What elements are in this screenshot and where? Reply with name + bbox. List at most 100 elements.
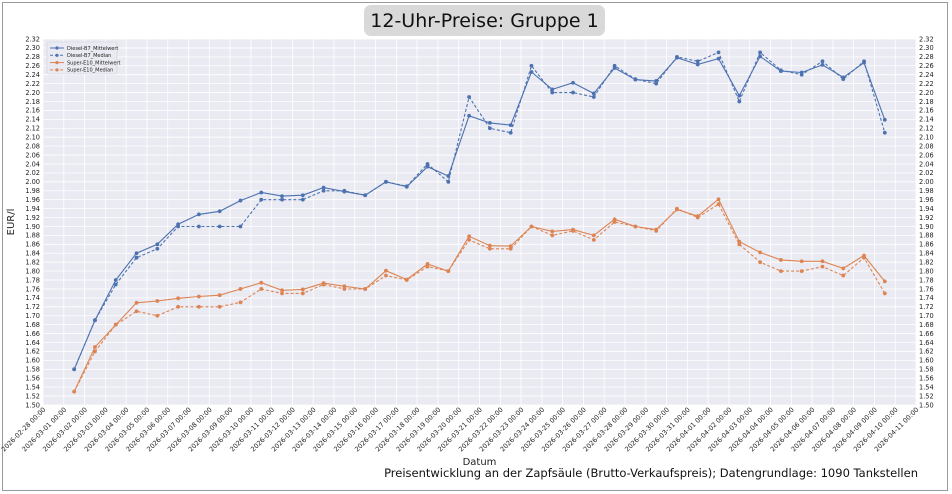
data-point bbox=[654, 229, 659, 233]
y-tick-label-right: 1.56 bbox=[919, 375, 934, 383]
data-point bbox=[799, 269, 804, 273]
data-point bbox=[633, 224, 638, 229]
data-point bbox=[217, 304, 222, 309]
data-point bbox=[612, 220, 617, 224]
y-tick-label-left: 1.58 bbox=[25, 366, 40, 374]
data-point bbox=[737, 242, 742, 247]
data-point bbox=[363, 287, 368, 291]
data-point bbox=[342, 284, 347, 289]
data-point bbox=[571, 90, 575, 95]
y-tick-label-right: 2.08 bbox=[919, 142, 934, 150]
data-point bbox=[737, 93, 742, 98]
y-tick-label-left: 2.06 bbox=[25, 151, 40, 159]
data-point bbox=[134, 255, 139, 260]
y-tick-label-right: 2.22 bbox=[919, 80, 934, 88]
y-tick-label-right: 2.02 bbox=[919, 169, 934, 177]
data-point bbox=[259, 190, 264, 195]
y-tick-label-right: 1.80 bbox=[919, 267, 934, 275]
data-point bbox=[259, 287, 264, 291]
data-point bbox=[758, 260, 763, 265]
data-point bbox=[280, 194, 284, 199]
data-point bbox=[384, 268, 388, 273]
data-point bbox=[508, 246, 513, 251]
data-point bbox=[737, 99, 742, 104]
y-tick-label-right: 2.20 bbox=[919, 89, 934, 97]
data-point bbox=[155, 299, 160, 303]
series-lines bbox=[72, 50, 887, 394]
series-line bbox=[73, 203, 886, 392]
legend-box bbox=[46, 41, 118, 75]
data-point bbox=[841, 77, 846, 82]
y-tick-label-left: 1.84 bbox=[25, 250, 40, 258]
data-point bbox=[384, 179, 388, 184]
data-point bbox=[882, 117, 887, 122]
data-point bbox=[72, 367, 77, 372]
data-point bbox=[300, 287, 305, 292]
data-point bbox=[758, 50, 763, 55]
y-tick-label-left: 2.10 bbox=[25, 133, 40, 141]
y-axis-right: 1.501.521.541.561.581.601.621.641.661.68… bbox=[919, 35, 934, 409]
y-tick-label-right: 1.84 bbox=[919, 250, 934, 258]
y-tick-label-right: 2.32 bbox=[919, 35, 934, 43]
data-point bbox=[758, 54, 763, 59]
y-tick-label-right: 1.64 bbox=[919, 339, 934, 347]
data-point bbox=[862, 255, 866, 260]
data-point bbox=[176, 296, 181, 301]
y-tick-label-left: 1.80 bbox=[25, 267, 40, 275]
data-point bbox=[280, 197, 284, 202]
data-point bbox=[841, 273, 846, 278]
y-tick-label-left: 1.74 bbox=[25, 294, 40, 302]
data-point bbox=[799, 259, 804, 264]
data-point bbox=[487, 243, 492, 248]
y-tick-label-left: 1.56 bbox=[25, 375, 40, 383]
legend: Diesel-B7_MittelwertDiesel-B7_MedianSupe… bbox=[46, 41, 120, 75]
data-point bbox=[675, 54, 679, 59]
data-point bbox=[799, 72, 804, 77]
y-tick-label-left: 1.72 bbox=[25, 303, 40, 311]
y-tick-label-left: 2.28 bbox=[25, 53, 40, 61]
y-tick-label-right: 1.98 bbox=[919, 187, 934, 195]
data-point bbox=[196, 212, 201, 217]
data-point bbox=[882, 291, 887, 296]
data-point bbox=[716, 197, 721, 202]
y-tick-label-right: 1.72 bbox=[919, 303, 934, 311]
data-point bbox=[550, 229, 555, 234]
y-tick-label-right: 1.76 bbox=[919, 285, 934, 293]
data-point bbox=[467, 237, 472, 242]
data-point bbox=[196, 294, 201, 299]
y-tick-label-right: 2.12 bbox=[919, 125, 934, 133]
data-point bbox=[550, 233, 555, 238]
y-tick-label-left: 2.32 bbox=[25, 35, 40, 43]
data-point bbox=[841, 266, 846, 271]
y-tick-label-left: 1.76 bbox=[25, 285, 40, 293]
data-point bbox=[155, 246, 160, 251]
legend-label: Super-E10_Mittelwert bbox=[67, 60, 120, 66]
y-tick-label-right: 1.92 bbox=[919, 214, 934, 222]
data-point bbox=[591, 95, 596, 99]
y-tick-label-right: 2.30 bbox=[919, 44, 934, 52]
y-tick-label-right: 2.28 bbox=[919, 53, 934, 61]
data-point bbox=[820, 259, 825, 264]
data-point bbox=[529, 224, 534, 229]
y-tick-label-left: 1.62 bbox=[25, 348, 40, 356]
data-point bbox=[384, 273, 388, 278]
y-tick-label-left: 2.24 bbox=[25, 71, 40, 79]
y-tick-label-left: 2.18 bbox=[25, 98, 40, 106]
data-point bbox=[862, 59, 866, 64]
data-point bbox=[591, 237, 596, 242]
data-point bbox=[591, 91, 596, 96]
y-tick-label-left: 2.30 bbox=[25, 44, 40, 52]
y-tick-label-right: 2.26 bbox=[919, 62, 934, 70]
data-point bbox=[550, 90, 555, 95]
y-tick-label-right: 2.00 bbox=[919, 178, 934, 186]
chart-title-box: 12-Uhr-Preise: Gruppe 1 bbox=[364, 5, 605, 36]
data-point bbox=[716, 202, 721, 207]
y-tick-label-left: 1.60 bbox=[25, 357, 40, 365]
legend-label: Super-E10_Median bbox=[67, 68, 113, 74]
grid-lines bbox=[42, 38, 917, 406]
data-point bbox=[259, 280, 264, 285]
chart-title: 12-Uhr-Preise: Gruppe 1 bbox=[370, 9, 599, 32]
data-point bbox=[446, 269, 451, 273]
y-tick-label-left: 2.12 bbox=[25, 125, 40, 133]
